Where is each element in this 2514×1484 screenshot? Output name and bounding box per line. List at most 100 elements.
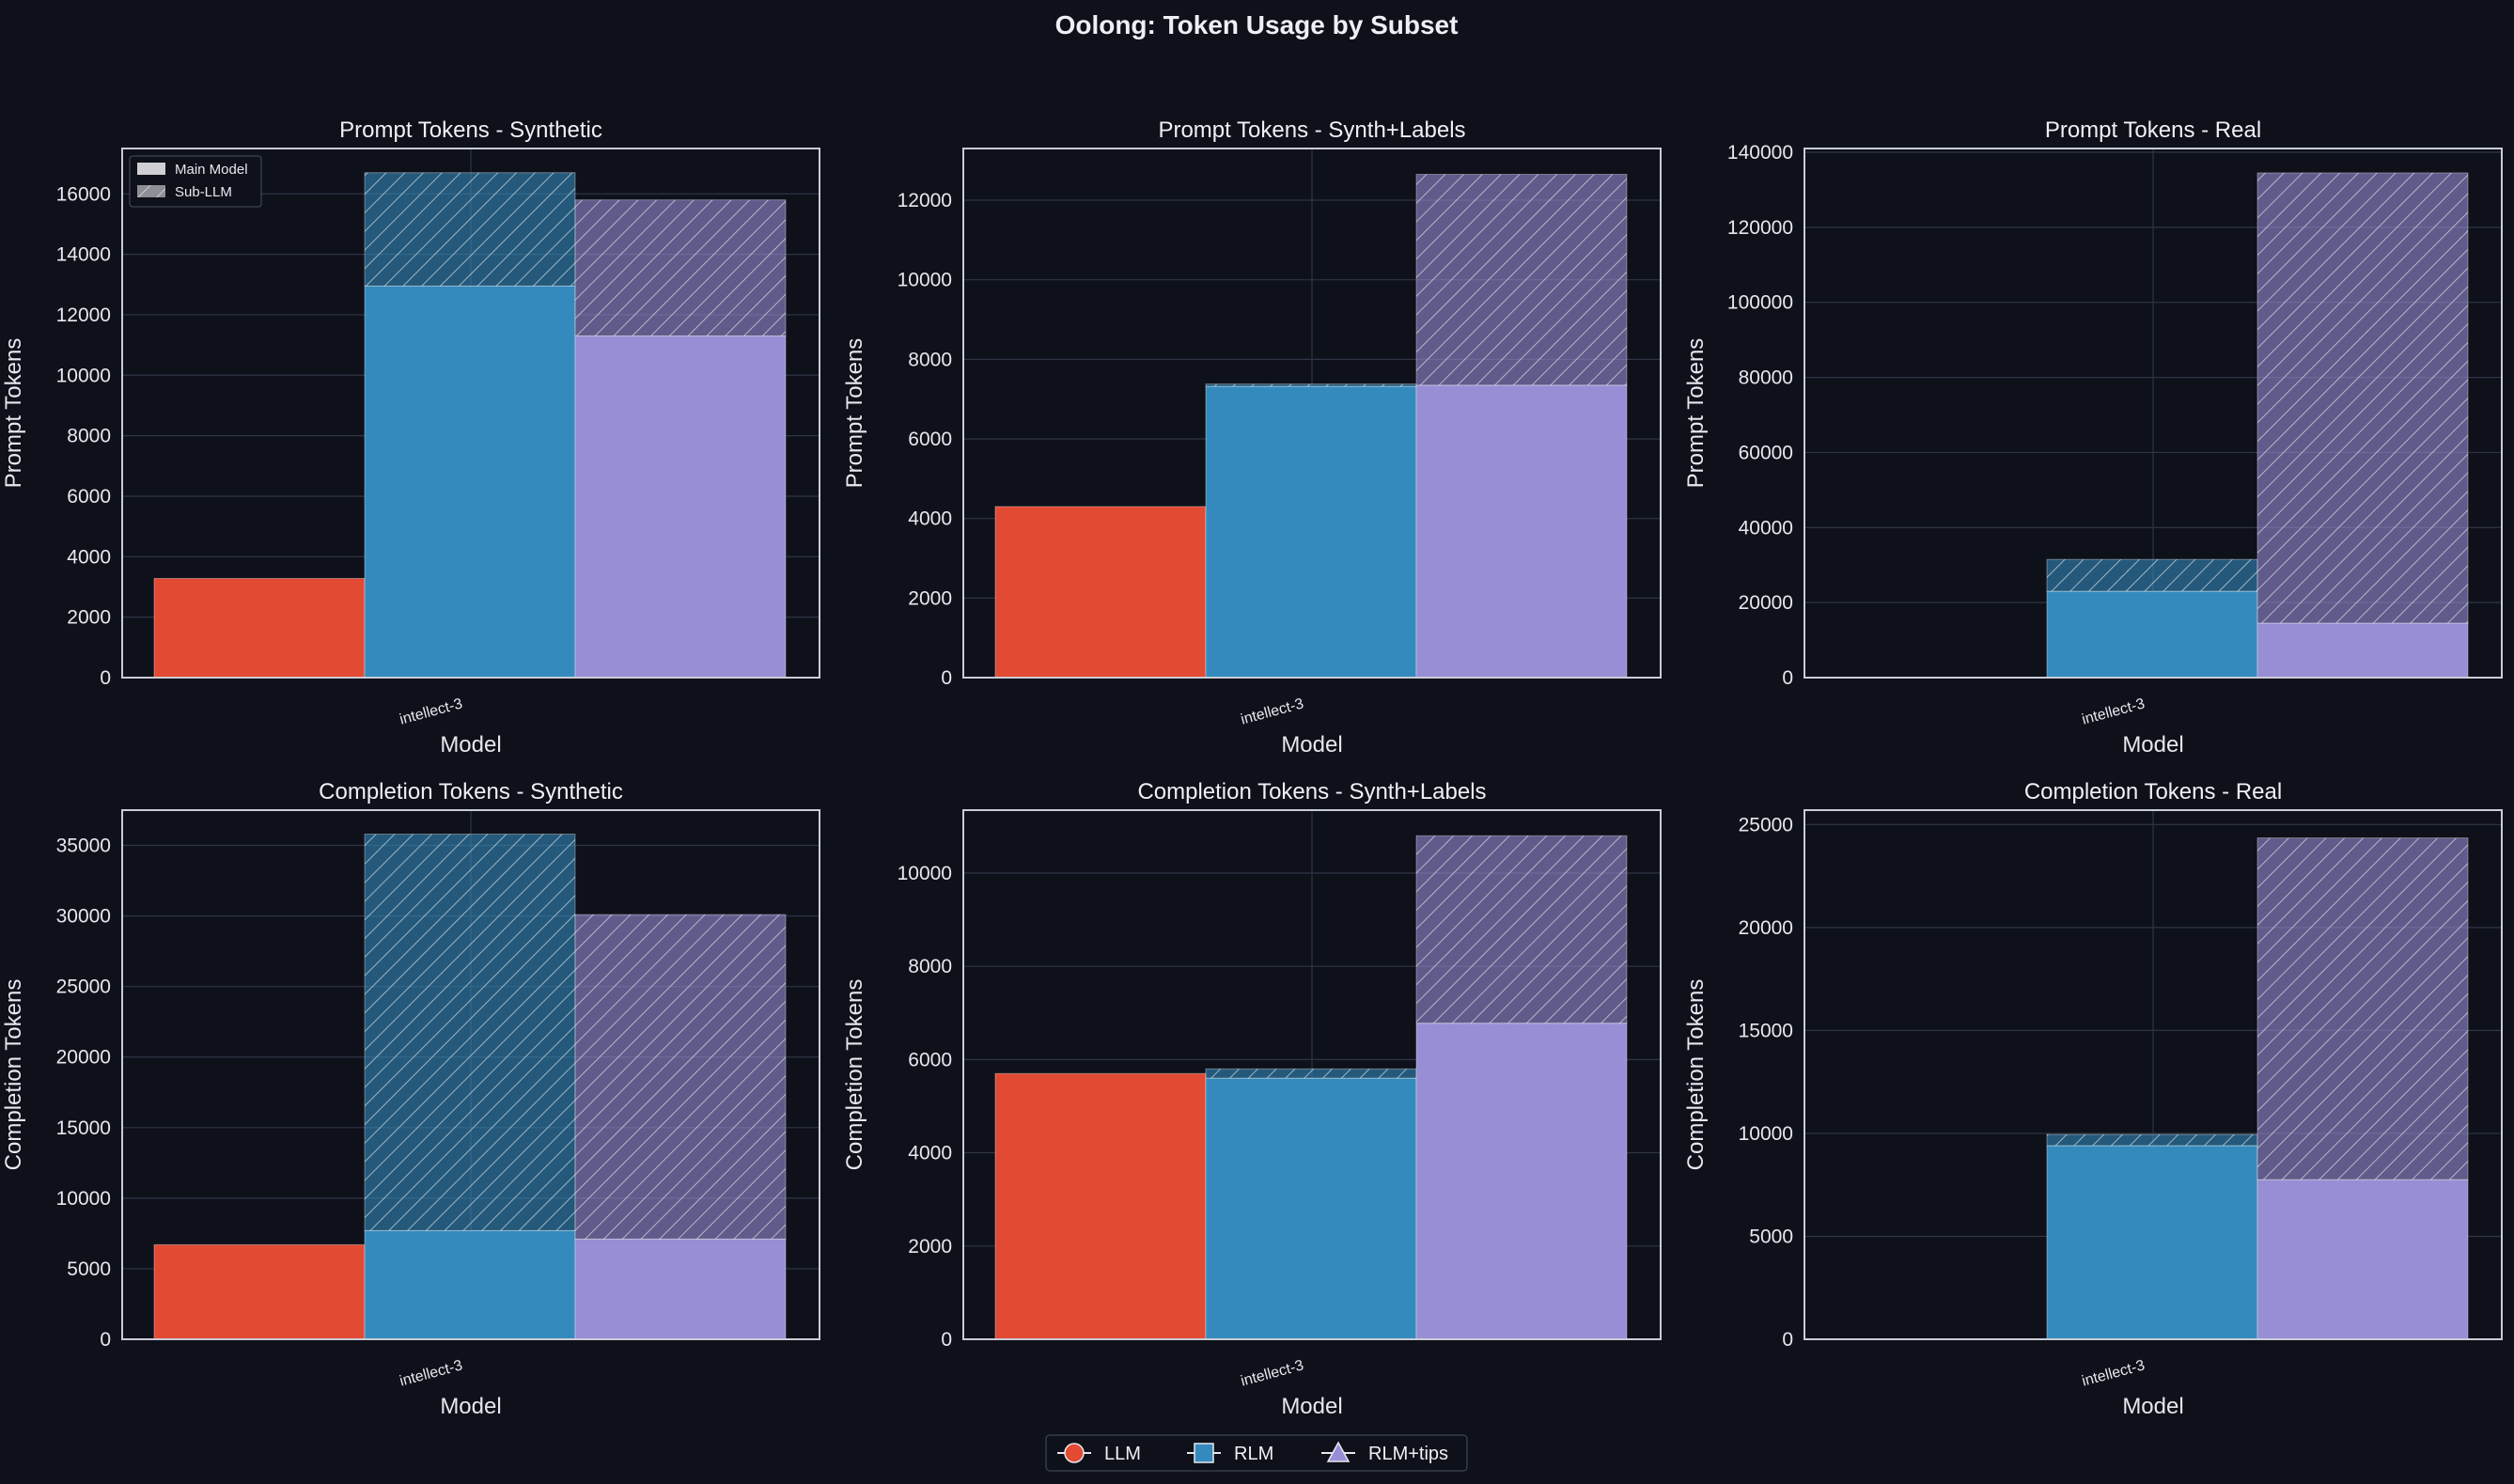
bar-rlm-tips-sub-llm-hatch: [574, 914, 787, 1240]
y-tick-label: 2000: [908, 1236, 952, 1257]
axes-frame: [962, 809, 1662, 1340]
y-tick-label: 15000: [56, 1117, 111, 1139]
y-tick-label: 20000: [1739, 917, 1793, 939]
bar-rlm-sub-llm-hatch: [1205, 1068, 1417, 1079]
panel-completion-tokens-real: 0 5000 10000 15000 20000 25000 Completion Toke…: [1683, 779, 2503, 1419]
main-model-label: Main Model: [175, 162, 248, 178]
sub-llm-swatch-hatch: [137, 185, 165, 197]
y-tick-label: 2000: [908, 587, 952, 609]
y-axis-label: Completion Tokens: [1, 979, 26, 1171]
y-axis-label: Prompt Tokens: [1683, 338, 1709, 489]
y-tick-label: 12000: [56, 305, 111, 326]
panel-prompt-tokens-real: 0 20000 40000 60000 80000 100000 120000 140000 P…: [1683, 117, 2503, 758]
y-tick-label: 100000: [1727, 292, 1793, 314]
y-tick-label: 20000: [1739, 592, 1793, 614]
bar-rlm-sub-llm-hatch: [1205, 383, 1417, 387]
legend-item-rlm-tips: RLM+tips: [1321, 1441, 1448, 1464]
y-tick-label: 35000: [56, 836, 111, 857]
bar-rlm-main: [364, 285, 576, 679]
panel-title: Prompt Tokens - Real: [2045, 117, 2261, 143]
bar-rlm-main: [1205, 1077, 1417, 1340]
x-axis-label: Model: [1281, 1394, 1342, 1419]
y-tick-label: 0: [1782, 667, 1793, 689]
y-tick-label: 4000: [908, 508, 952, 530]
axes-frame: [1804, 148, 2503, 679]
x-axis-label: Model: [440, 1394, 501, 1419]
method-legend: LLM RLM RLM+tips: [1045, 1434, 1468, 1472]
x-axis-label: Model: [440, 732, 501, 758]
y-tick-label: 140000: [1727, 142, 1793, 164]
y-axis-label: Completion Tokens: [1683, 979, 1709, 1171]
y-tick-label: 0: [1782, 1329, 1793, 1351]
panel-title: Completion Tokens - Real: [2024, 779, 2282, 804]
y-tick-label: 0: [941, 1329, 952, 1351]
y-tick-label: 30000: [56, 906, 111, 928]
figure-title: Oolong: Token Usage by Subset: [1055, 10, 1459, 39]
y-tick-label: 25000: [1739, 814, 1793, 836]
y-axis-label: Completion Tokens: [842, 979, 867, 1171]
bar-rlm-tips-main: [574, 335, 787, 679]
bar-rlm-main: [2046, 1145, 2258, 1340]
bar-rlm-tips-main: [1415, 384, 1628, 679]
y-tick-label: 0: [100, 1329, 111, 1351]
y-axis-label: Prompt Tokens: [1, 338, 26, 489]
y-tick-label: 0: [941, 667, 952, 689]
bar-rlm-main: [2046, 590, 2258, 679]
y-tick-label: 8000: [908, 956, 952, 977]
y-tick-label: 6000: [908, 1049, 952, 1070]
bar-llm-main: [153, 1243, 366, 1340]
legend-label: RLM: [1234, 1444, 1273, 1464]
y-tick-label: 10000: [1739, 1123, 1793, 1145]
y-tick-label: 14000: [56, 244, 111, 266]
bar-rlm-tips-main: [2256, 1179, 2469, 1340]
panel-title: Prompt Tokens - Synth+Labels: [1158, 117, 1465, 143]
x-axis-label: Model: [2122, 732, 2183, 758]
bar-rlm-sub-llm-hatch: [2046, 558, 2258, 592]
bar-llm-main: [153, 577, 366, 679]
axes-frame: [1804, 809, 2503, 1340]
bar-rlm-sub-llm-hatch: [364, 834, 576, 1231]
panel-prompt-tokens-synthetic: 0 2000 4000 6000 8000 10000 12000 14000 16000 Pro…: [1, 117, 820, 758]
y-tick-label: 0: [100, 667, 111, 689]
y-tick-label: 10000: [56, 1188, 111, 1210]
bar-rlm-sub-llm-hatch: [2046, 1133, 2258, 1147]
axes-frame: [962, 148, 1662, 679]
x-axis-label: Model: [2122, 1394, 2183, 1419]
bar-rlm-main: [1205, 385, 1417, 679]
bar-rlm-tips-sub-llm-hatch: [574, 199, 787, 336]
y-tick-label: 40000: [1739, 517, 1793, 539]
y-tick-label: 6000: [67, 486, 111, 508]
legend-item-llm: LLM: [1057, 1443, 1141, 1464]
bar-rlm-tips-sub-llm-hatch: [1415, 835, 1628, 1024]
y-tick-label: 8000: [908, 349, 952, 370]
panel-completion-tokens-synth-labels: 0 2000 4000 6000 8000 10000 Completion Tokens …: [842, 779, 1662, 1419]
legend-label: RLM+tips: [1368, 1444, 1448, 1464]
panel-title: Completion Tokens - Synthetic: [319, 779, 623, 804]
y-tick-label: 20000: [56, 1047, 111, 1069]
y-tick-label: 8000: [67, 426, 111, 447]
sub-llm-label: Sub-LLM: [175, 184, 232, 200]
bar-rlm-tips-sub-llm-hatch: [1415, 174, 1628, 386]
y-tick-label: 2000: [67, 607, 111, 629]
y-tick-label: 10000: [56, 365, 111, 386]
stack-legend: Main Model Sub-LLM: [129, 155, 262, 208]
y-tick-label: 120000: [1727, 217, 1793, 239]
circle-marker-icon: [1064, 1443, 1085, 1463]
legend-item-rlm: RLM: [1187, 1443, 1273, 1464]
panel-prompt-tokens-synth-labels: 0 2000 4000 6000 8000 10000 12000 Prompt Tokens…: [842, 117, 1662, 758]
y-tick-label: 4000: [908, 1143, 952, 1164]
panel-title: Completion Tokens - Synth+Labels: [1137, 779, 1486, 804]
square-marker-icon: [1194, 1443, 1214, 1463]
axes-frame: [121, 148, 820, 679]
y-tick-label: 15000: [1739, 1020, 1793, 1041]
y-tick-label: 25000: [56, 976, 111, 998]
bar-rlm-tips-main: [574, 1238, 787, 1340]
y-tick-label: 16000: [56, 183, 111, 205]
y-axis-label: Prompt Tokens: [842, 338, 867, 489]
bar-rlm-tips-sub-llm-hatch: [2256, 172, 2469, 624]
main-model-swatch: [137, 163, 165, 175]
axes-frame: [121, 809, 820, 1340]
y-tick-label: 6000: [908, 429, 952, 450]
y-tick-label: 60000: [1739, 442, 1793, 463]
